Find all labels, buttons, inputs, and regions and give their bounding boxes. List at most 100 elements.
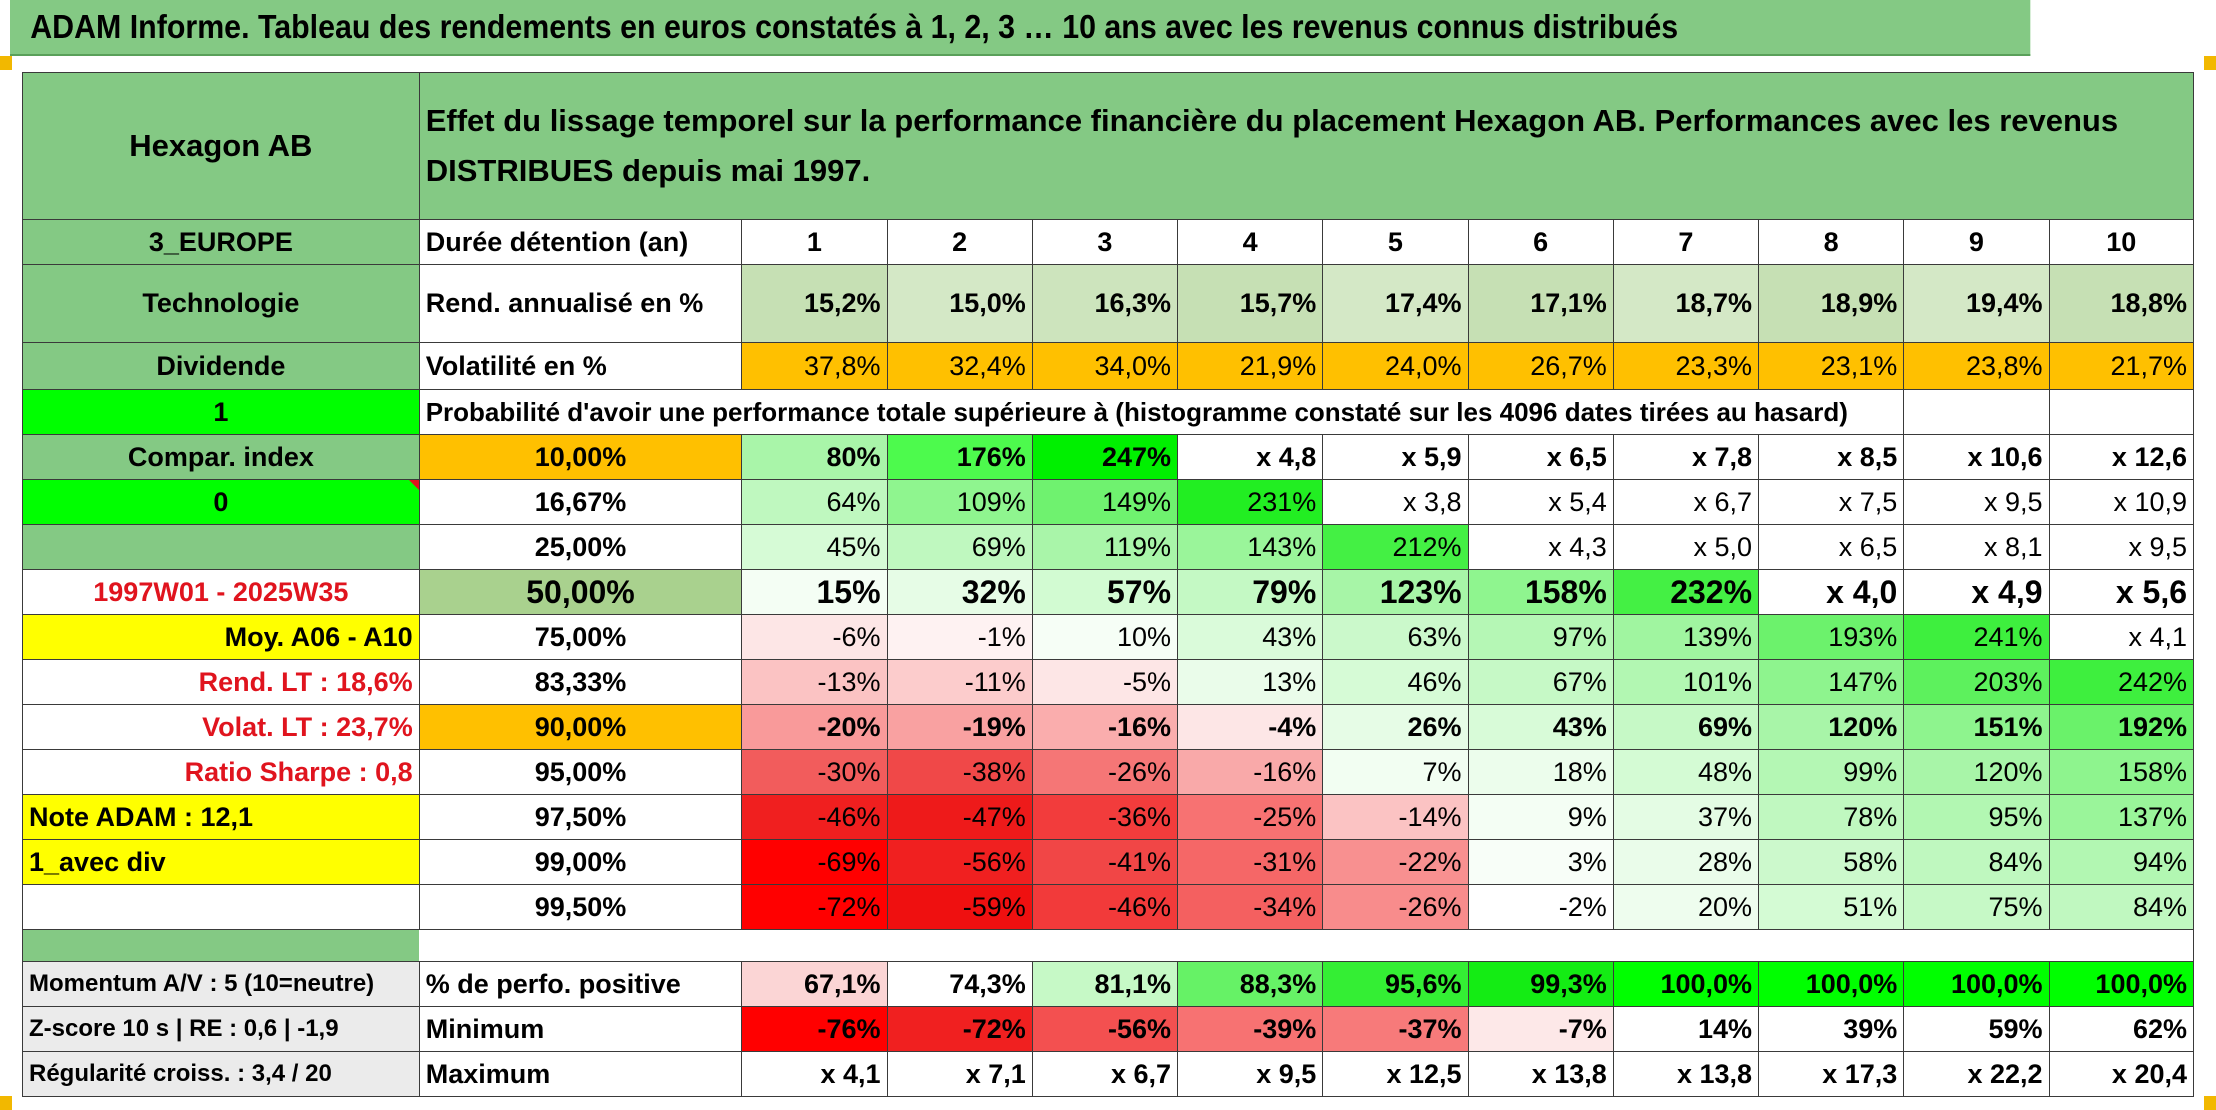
period-label: 1997W01 - 2025W35 [22,569,420,615]
quantile-cell: x 6,5 [1467,434,1614,480]
quantile-row: Note ADAM : 12,1 97,50% -46% -47% -36% -25%… [22,794,2195,840]
quantile-cell: 37% [1612,794,1760,840]
rend-row-label: Rend. annualisé en % [418,264,743,343]
quantile-label: 90,00% [418,704,743,750]
quantile-cell: -46% [1031,884,1179,930]
quantile-label: 95,00% [418,749,743,795]
quantile-cell: -34% [1177,884,1324,930]
sharpe-label: Ratio Sharpe : 0,8 [22,749,420,795]
zscore-label: Z-score 10 s | RE : 0,6 | -1,9 [22,1006,420,1052]
quantile-cell: 143% [1177,524,1324,570]
rend-row: Technologie Rend. annualisé en % 15,2% 1… [22,264,2195,343]
quantile-cell: x 10,6 [1903,434,2050,480]
quantile-row: Ratio Sharpe : 0,8 95,00% -30% -38% -26% -1… [22,749,2195,795]
momentum-label: Momentum A/V : 5 (10=neutre) [22,961,420,1007]
mode-label: 1_avec div [22,839,420,885]
quantile-row: 0 16,67% 64% 109% 149% 231% x 3,8 x 5,4 x 6,7 x… [22,479,2195,525]
positive-cell: 67,1% [741,961,888,1007]
vol-row: Dividende Volatilité en % 37,8% 32,4% 34… [22,342,2195,390]
maximum-row-label: Maximum [418,1051,743,1097]
year-header: 6 [1467,219,1614,265]
quantile-cell: 45% [741,524,888,570]
corner-marker [0,56,12,70]
quantile-cell: 9% [1467,794,1614,840]
quantile-cell: -25% [1177,794,1324,840]
year-header: 7 [1612,219,1760,265]
header-row: Hexagon AB Effet du lissage temporel sur… [22,72,2195,220]
quantile-cell: 20% [1612,884,1760,930]
positive-cell: 88,3% [1177,961,1324,1007]
minimum-cell: 59% [1903,1006,2050,1052]
quantile-cell: 3% [1467,839,1614,885]
quantile-cell: -20% [741,704,888,750]
quantile-row: 25,00% 45% 69% 119% 143% 212% x 4,3 x 5,0 x 6,5… [22,524,2195,570]
average-label: Moy. A06 - A10 [22,614,420,660]
vol-cell: 21,7% [2048,342,2195,390]
quantile-cell: 149% [1031,479,1179,525]
quantile-cell: x 5,9 [1322,434,1469,480]
quantile-cell: 58% [1758,839,1905,885]
maximum-cell: x 9,5 [1177,1051,1324,1097]
quantile-label: 25,00% [418,524,743,570]
quantile-cell: x 10,9 [2048,479,2195,525]
quantile-cell: 212% [1322,524,1469,570]
maximum-cell: x 7,1 [886,1051,1033,1097]
quantile-cell: -56% [886,839,1033,885]
quantile-cell: 147% [1758,659,1905,705]
quantile-cell: 64% [741,479,888,525]
quantile-cell: -22% [1322,839,1469,885]
quantile-label: 99,00% [418,839,743,885]
rend-cell: 18,9% [1758,264,1905,343]
year-header: 4 [1177,219,1324,265]
vol-cell: 23,3% [1612,342,1760,390]
quantile-cell: -2% [1467,884,1614,930]
vol-cell: 23,1% [1758,342,1905,390]
minimum-cell: -56% [1031,1006,1179,1052]
quantile-cell: 123% [1322,569,1469,615]
vol-cell: 26,7% [1467,342,1614,390]
rend-cell: 15,0% [886,264,1033,343]
quantile-row: Rend. LT : 18,6% 83,33% -13% -11% -5% 13% 46… [22,659,2195,705]
quantile-cell: -6% [741,614,888,660]
vol-cell: 21,9% [1177,342,1324,390]
quantile-cell: x 4,3 [1467,524,1614,570]
quantile-cell: x 4,9 [1903,569,2050,615]
volat-lt-label: Volat. LT : 23,7% [22,704,420,750]
quantile-row: 1_avec div 99,00% -69% -56% -41% -31% -22% 3%… [22,839,2195,885]
quantile-cell: x 3,8 [1322,479,1469,525]
quantile-cell: 43% [1177,614,1324,660]
regularite-label: Régularité croiss. : 3,4 / 20 [22,1051,420,1097]
year-header: 10 [2048,219,2195,265]
positive-cell: 100,0% [1612,961,1760,1007]
quantile-cell: 97% [1467,614,1614,660]
vol-cell: 23,8% [1903,342,2050,390]
quantile-cell: -31% [1177,839,1324,885]
year-header: 3 [1031,219,1179,265]
spacer-cell [419,929,2195,962]
minimum-cell: 39% [1758,1006,1905,1052]
minimum-cell: 62% [2048,1006,2195,1052]
quantile-cell: 69% [886,524,1033,570]
quantile-cell: 57% [1031,569,1179,615]
quantile-cell: -69% [741,839,888,885]
spacer-cell [22,929,420,962]
quantile-cell: -16% [1031,704,1179,750]
quantile-cell: -36% [1031,794,1179,840]
maximum-cell: x 4,1 [741,1051,888,1097]
maximum-cell: x 17,3 [1758,1051,1905,1097]
year-header: 9 [1903,219,2050,265]
quantile-cell: 67% [1467,659,1614,705]
quantile-cell: 158% [2048,749,2195,795]
empty-label [22,884,420,930]
positive-cell: 99,3% [1467,961,1614,1007]
region-label: 3_EUROPE [22,219,420,265]
rend-cell: 18,8% [2048,264,2195,343]
quantile-label: 99,50% [418,884,743,930]
quantile-cell: x 12,6 [2048,434,2195,480]
year-header: 2 [886,219,1033,265]
quantile-row: Moy. A06 - A10 75,00% -6% -1% 10% 43% 63% 97%… [22,614,2195,660]
quantile-cell: 151% [1903,704,2050,750]
quantile-cell: 158% [1467,569,1614,615]
positive-cell: 74,3% [886,961,1033,1007]
minimum-cell: -76% [741,1006,888,1052]
